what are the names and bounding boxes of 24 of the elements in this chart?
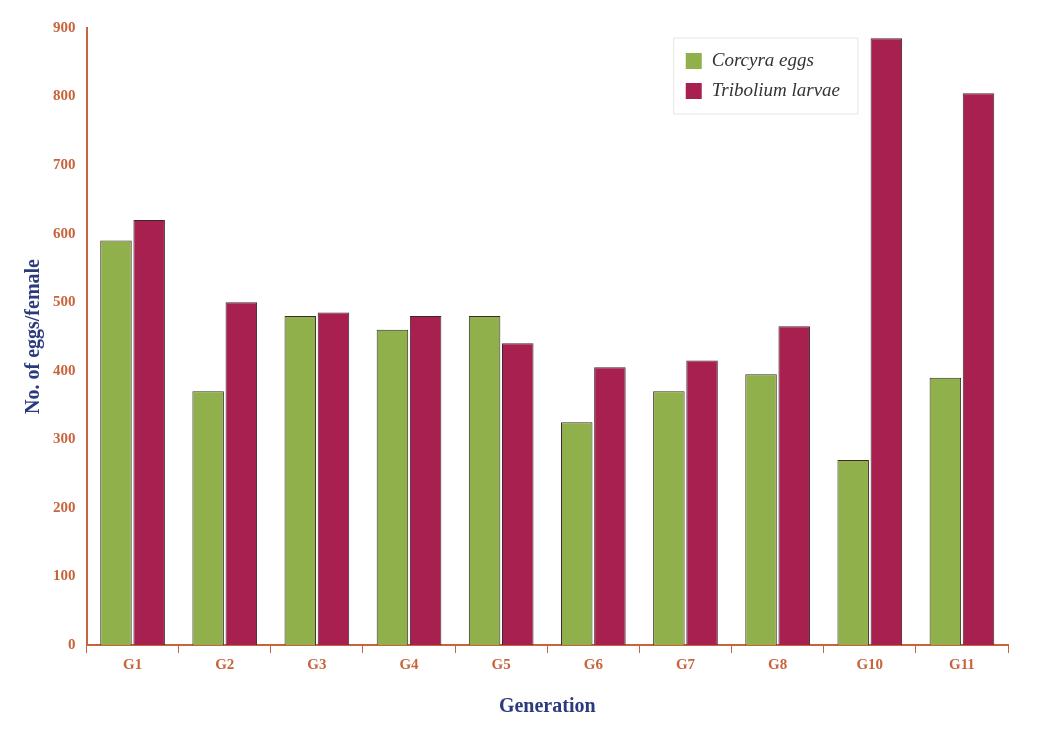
x-tick-label: G10: [856, 655, 884, 672]
y-tick-label: 500: [53, 293, 76, 310]
y-tick-label: 900: [53, 18, 76, 35]
x-tick-label: G1: [122, 655, 143, 672]
x-tick-label: G8: [768, 655, 788, 672]
y-tick-label: 600: [53, 224, 76, 241]
x-tick-label: G2: [215, 655, 235, 672]
y-tick-label: 700: [53, 155, 76, 172]
x-axis-title: Generation: [498, 694, 596, 717]
legend-label: Tribolium larvae: [711, 79, 841, 100]
y-tick-label: 200: [53, 498, 76, 515]
x-tick-label: G11: [949, 655, 975, 672]
x-tick-label: G7: [675, 655, 696, 672]
legend-label: Corcyra eggs: [711, 49, 814, 70]
y-tick-label: 800: [53, 87, 76, 104]
y-tick-label: 400: [53, 361, 76, 378]
y-tick-label: 300: [53, 430, 76, 447]
y-tick-label: 100: [53, 567, 76, 584]
y-axis-title: No. of eggs/female: [21, 258, 45, 414]
x-tick-label: G5: [491, 655, 511, 672]
x-tick-label: G3: [307, 655, 327, 672]
x-tick-label: G6: [583, 655, 604, 672]
x-tick-label: G4: [399, 655, 420, 672]
y-tick-label: 0: [68, 635, 76, 652]
